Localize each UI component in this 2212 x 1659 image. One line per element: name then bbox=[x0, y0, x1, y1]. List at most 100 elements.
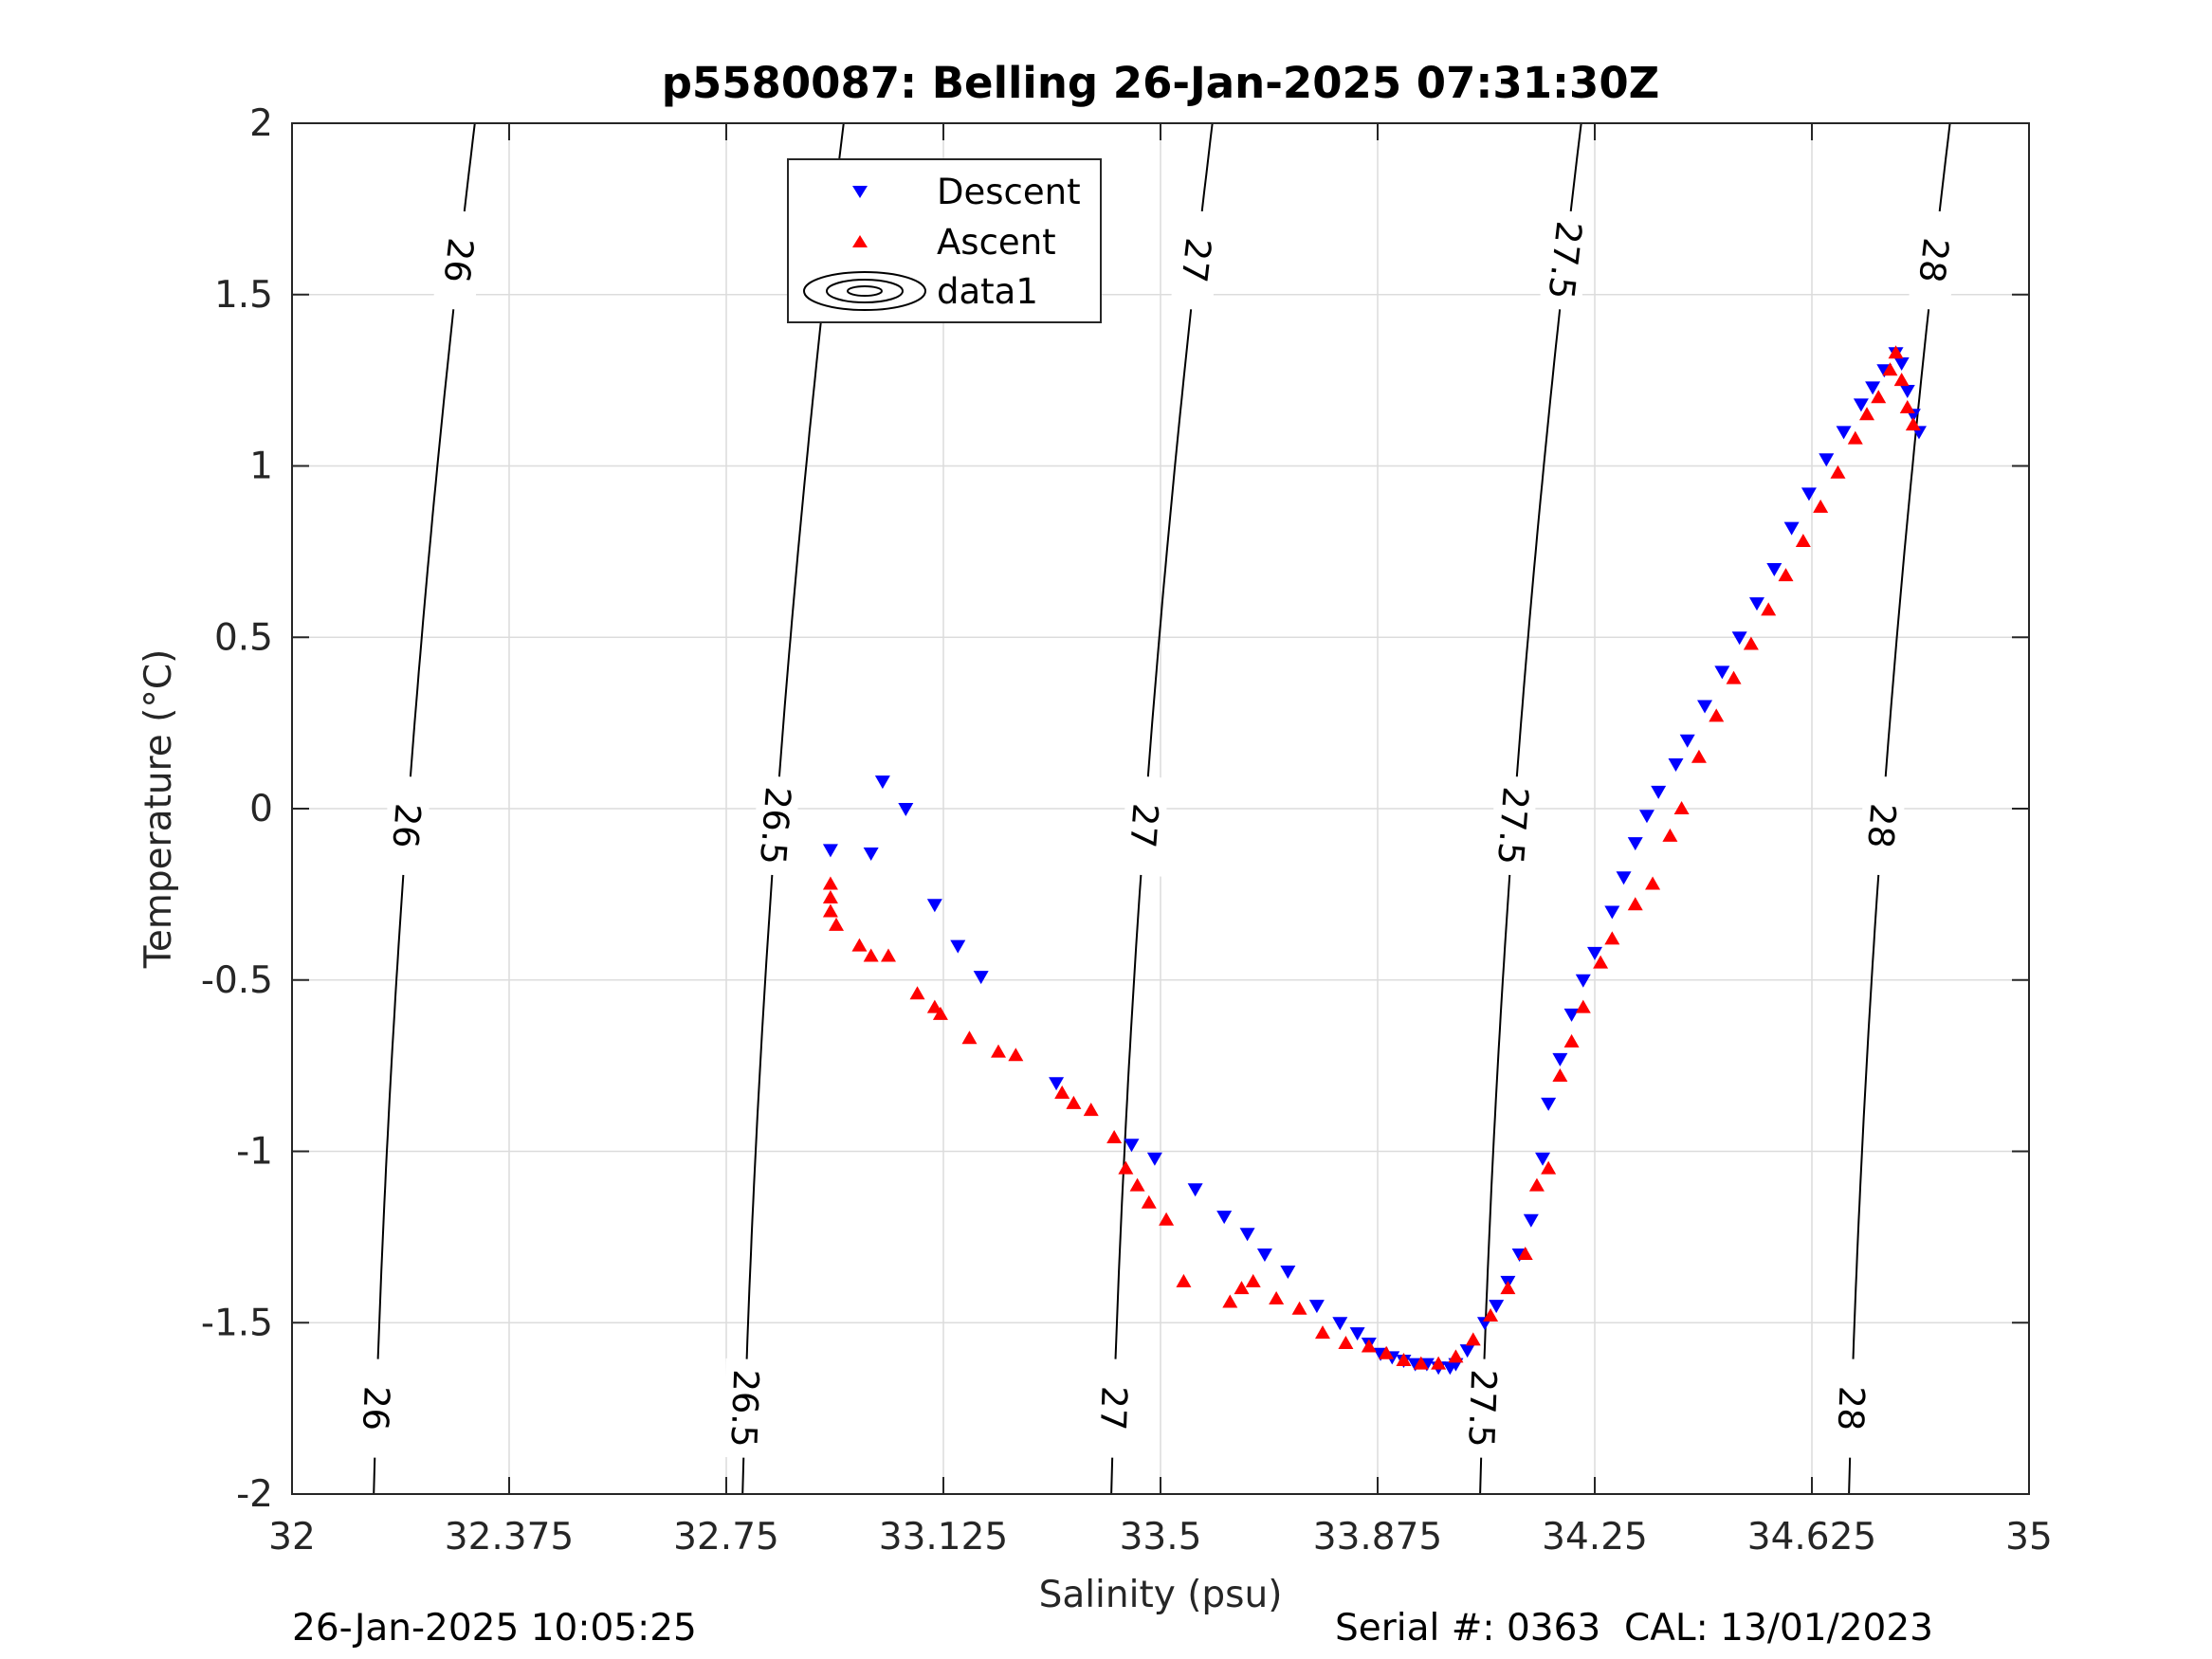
contour-label: 26 bbox=[384, 802, 428, 849]
contour-label-bg bbox=[722, 1358, 768, 1459]
ascent-point bbox=[1627, 897, 1643, 911]
ascent-point bbox=[1448, 1349, 1464, 1363]
x-tick-label: 33.875 bbox=[1313, 1516, 1442, 1559]
ascent-point bbox=[1563, 1033, 1580, 1048]
ascent-point bbox=[822, 903, 838, 918]
descent-point bbox=[1783, 521, 1800, 536]
ascent-point bbox=[1314, 1325, 1330, 1340]
x-tick-label: 32 bbox=[268, 1516, 316, 1559]
descent-point bbox=[1575, 974, 1591, 988]
ascent-point bbox=[1129, 1177, 1145, 1192]
legend-box bbox=[787, 158, 1102, 323]
contour-label: 28 bbox=[1859, 802, 1903, 849]
descent-point bbox=[874, 775, 890, 790]
y-tick-label: -1 bbox=[236, 1131, 273, 1174]
ascent-point bbox=[1269, 1290, 1285, 1304]
descent-point bbox=[973, 971, 989, 985]
contour-label-bg bbox=[1120, 775, 1169, 877]
ascent-point bbox=[1379, 1345, 1395, 1359]
ascent-point bbox=[1338, 1335, 1354, 1349]
descent-point bbox=[926, 899, 942, 913]
x-axis-label: Salinity (psu) bbox=[1039, 1574, 1283, 1616]
ascent-point bbox=[1882, 362, 1898, 376]
contour-label: 26.5 bbox=[752, 785, 798, 866]
descent-point bbox=[1604, 905, 1620, 920]
legend-descent-label: Descent bbox=[937, 172, 1081, 212]
descent-point bbox=[1748, 597, 1764, 611]
descent-point bbox=[1256, 1248, 1272, 1262]
descent-point bbox=[1801, 487, 1817, 501]
ascent-point bbox=[1691, 749, 1707, 763]
contour-label-bg bbox=[382, 775, 431, 877]
x-tick-label: 33.5 bbox=[1120, 1516, 1202, 1559]
contour-label-bg bbox=[1908, 209, 1961, 312]
descent-point bbox=[1563, 1008, 1580, 1022]
descent-point bbox=[1216, 1211, 1233, 1225]
descent-point bbox=[1893, 357, 1910, 372]
legend-ascent-marker bbox=[852, 235, 868, 247]
legend: Descent Ascent data1 bbox=[787, 158, 1102, 323]
legend-ascent-label: Ascent bbox=[937, 222, 1056, 263]
x-tick-label: 32.75 bbox=[673, 1516, 779, 1559]
y-tick-label: 1.5 bbox=[214, 274, 273, 317]
contour-label-bg bbox=[1539, 209, 1592, 312]
y-tick-label: 0.5 bbox=[214, 616, 273, 659]
contour-label: 28 bbox=[1910, 236, 1956, 285]
ascent-point bbox=[1847, 430, 1863, 445]
ascent-point bbox=[1709, 708, 1725, 722]
descent-point bbox=[1638, 810, 1654, 824]
descent-point bbox=[822, 844, 838, 858]
descent-point bbox=[1523, 1213, 1539, 1228]
x-tick-label: 33.125 bbox=[879, 1516, 1008, 1559]
descent-point bbox=[1124, 1139, 1140, 1153]
ascent-point bbox=[1575, 999, 1591, 1013]
ascent-point bbox=[1888, 345, 1904, 359]
ascent-point bbox=[1813, 499, 1829, 513]
ascent-point bbox=[1159, 1212, 1175, 1226]
y-axis-label: Temperature (°C) bbox=[137, 649, 180, 970]
descent-point bbox=[1819, 453, 1835, 467]
ascent-point bbox=[1830, 465, 1846, 479]
ascent-point bbox=[991, 1044, 1007, 1058]
descent-point bbox=[1349, 1327, 1365, 1341]
ascent-point bbox=[1795, 534, 1811, 548]
ascent-point bbox=[1871, 390, 1887, 404]
descent-point bbox=[1766, 562, 1782, 576]
contour-label: 27 bbox=[1173, 236, 1218, 285]
descent-point bbox=[1865, 381, 1881, 395]
ascent-point bbox=[1528, 1177, 1545, 1192]
axis-ticks: 32 32.375 32.75 33.125 33.5 33.875 34.25 34.625… bbox=[201, 102, 2053, 1559]
contour-label: 28 bbox=[1830, 1385, 1873, 1431]
ascent-point bbox=[1483, 1308, 1499, 1322]
descent-point bbox=[1616, 871, 1632, 885]
legend-descent-marker bbox=[852, 186, 868, 198]
ascent-point bbox=[1054, 1085, 1070, 1100]
ascent-point bbox=[1662, 828, 1678, 842]
x-tick-label: 34.625 bbox=[1747, 1516, 1876, 1559]
descent-point bbox=[1836, 426, 1852, 440]
descent-point bbox=[1489, 1300, 1505, 1314]
y-tick-label: 0 bbox=[249, 788, 273, 830]
ascent-point bbox=[851, 938, 868, 952]
descent-point bbox=[1853, 398, 1869, 412]
descent-point bbox=[950, 939, 966, 954]
descent-point bbox=[1280, 1266, 1296, 1280]
contour-label: 27.5 bbox=[1540, 219, 1589, 301]
descent-point bbox=[1899, 384, 1915, 398]
contour-label: 26 bbox=[435, 236, 481, 285]
descent-point bbox=[1146, 1152, 1162, 1166]
contour-label-bg bbox=[1828, 1358, 1874, 1459]
contour-label-bg bbox=[1857, 775, 1907, 877]
ascent-point bbox=[1008, 1048, 1024, 1062]
descent-point bbox=[1187, 1183, 1203, 1197]
contour-label: 26 bbox=[355, 1385, 397, 1431]
ascent-point bbox=[1245, 1273, 1261, 1287]
descent-point bbox=[1731, 631, 1747, 646]
ascent-point bbox=[1517, 1246, 1533, 1260]
y-tick-label: -2 bbox=[236, 1473, 273, 1516]
descent-point bbox=[1714, 665, 1730, 680]
ascent-point bbox=[1291, 1301, 1307, 1315]
ascent-point bbox=[1500, 1281, 1516, 1295]
ascent-point bbox=[1899, 400, 1915, 414]
